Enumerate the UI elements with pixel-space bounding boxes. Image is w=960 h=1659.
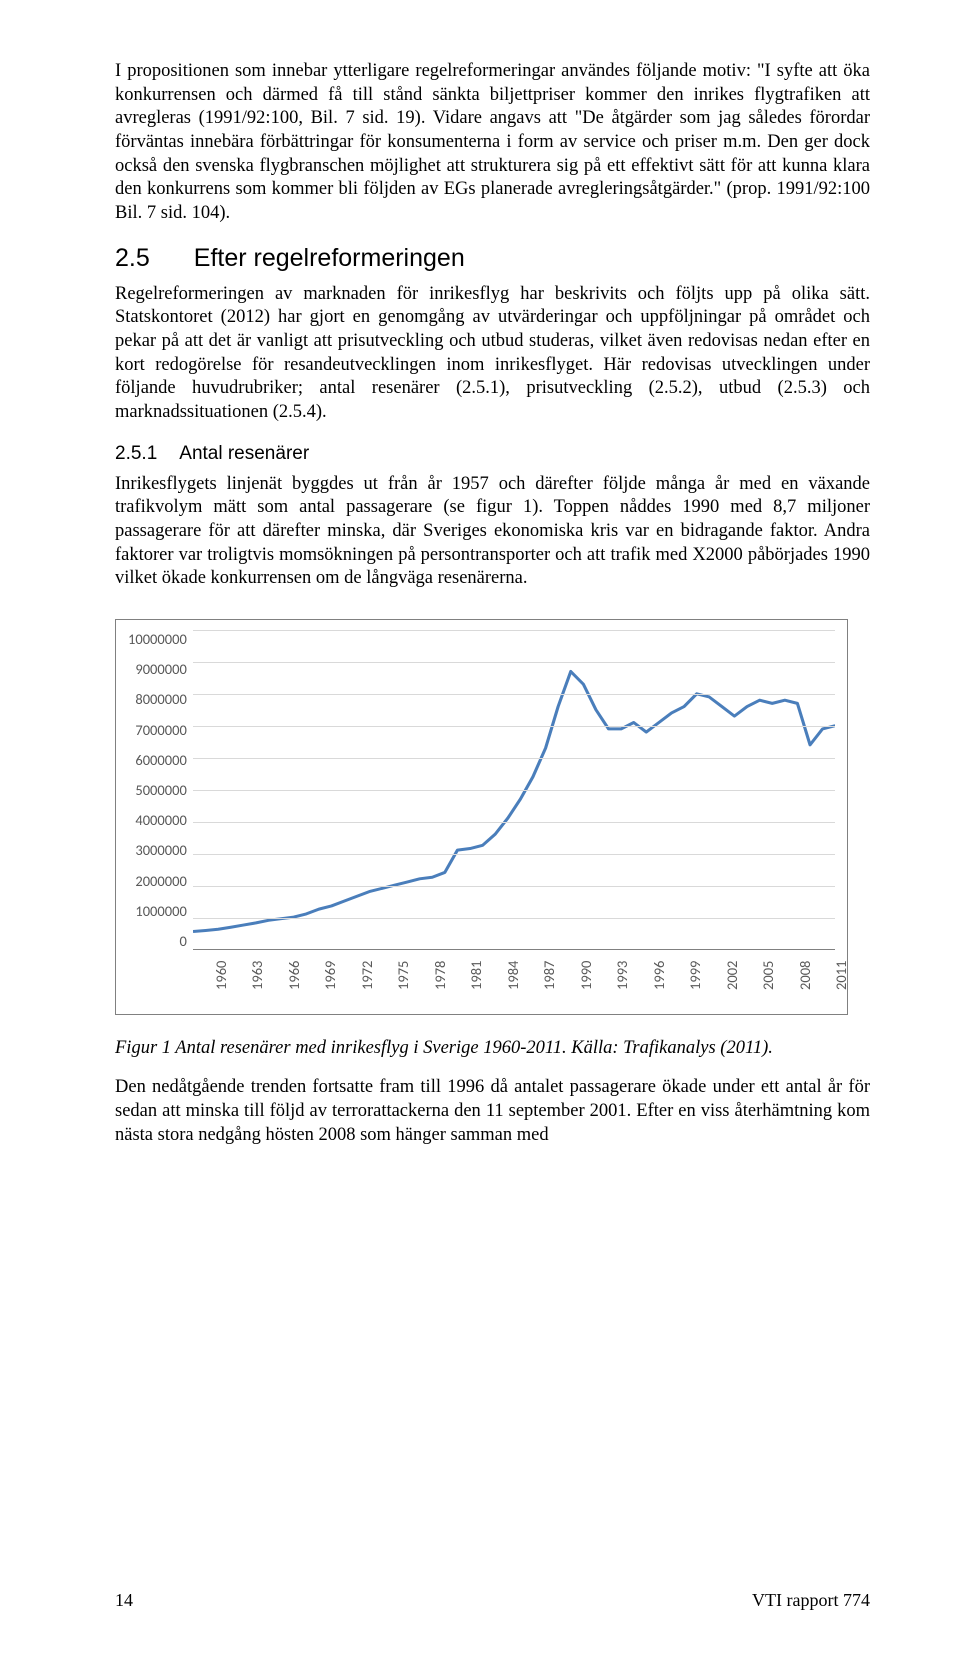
chart-gridline	[193, 630, 835, 631]
chart-gridline	[193, 662, 835, 663]
y-tick-label: 5000000	[135, 781, 186, 799]
y-tick-label: 6000000	[135, 751, 186, 769]
paragraph-passengers: Inrikesflygets linjenät byggdes ut från …	[115, 473, 870, 591]
chart-gridline	[193, 854, 835, 855]
chart-plot-area	[193, 630, 835, 950]
chart-gridline	[193, 886, 835, 887]
heading-number: 2.5	[115, 244, 150, 273]
heading-2-5: 2.5 Efter regelreformeringen	[115, 244, 870, 273]
y-tick-label: 7000000	[135, 721, 186, 739]
page-number: 14	[115, 1590, 133, 1611]
heading-text: Antal resenärer	[179, 443, 309, 464]
chart-gridline	[193, 758, 835, 759]
paragraph-trend: Den nedåtgående trenden fortsatte fram t…	[115, 1076, 870, 1147]
report-ref: VTI rapport 774	[752, 1590, 870, 1611]
chart-container: 1000000090000008000000700000060000005000…	[115, 619, 870, 1015]
chart-gridline	[193, 918, 835, 919]
chart-gridline	[193, 694, 835, 695]
heading-2-5-1: 2.5.1 Antal resenärer	[115, 443, 870, 465]
paragraph-intro: I propositionen som innebar ytterligare …	[115, 60, 870, 226]
page-footer: 14 VTI rapport 774	[115, 1590, 870, 1611]
figure-caption: Figur 1 Antal resenärer med inrikesflyg …	[115, 1037, 870, 1060]
heading-number: 2.5.1	[115, 443, 157, 465]
y-tick-label: 4000000	[135, 811, 186, 829]
y-tick-label: 1000000	[135, 902, 186, 920]
y-tick-label: 8000000	[135, 690, 186, 708]
y-tick-label: 9000000	[135, 660, 186, 678]
heading-text: Efter regelreformeringen	[194, 244, 465, 272]
y-tick-label: 0	[179, 932, 186, 950]
chart-y-axis: 1000000090000008000000700000060000005000…	[128, 630, 193, 950]
paragraph-section: Regelreformeringen av marknaden för inri…	[115, 283, 870, 425]
y-tick-label: 3000000	[135, 841, 186, 859]
chart-gridline	[193, 790, 835, 791]
chart-gridline	[193, 726, 835, 727]
y-tick-label: 2000000	[135, 872, 186, 890]
chart-gridline	[193, 822, 835, 823]
chart-x-axis: 1960196319661969197219751978198119841987…	[206, 950, 835, 1008]
y-tick-label: 10000000	[128, 630, 187, 648]
chart-frame: 1000000090000008000000700000060000005000…	[115, 619, 848, 1015]
